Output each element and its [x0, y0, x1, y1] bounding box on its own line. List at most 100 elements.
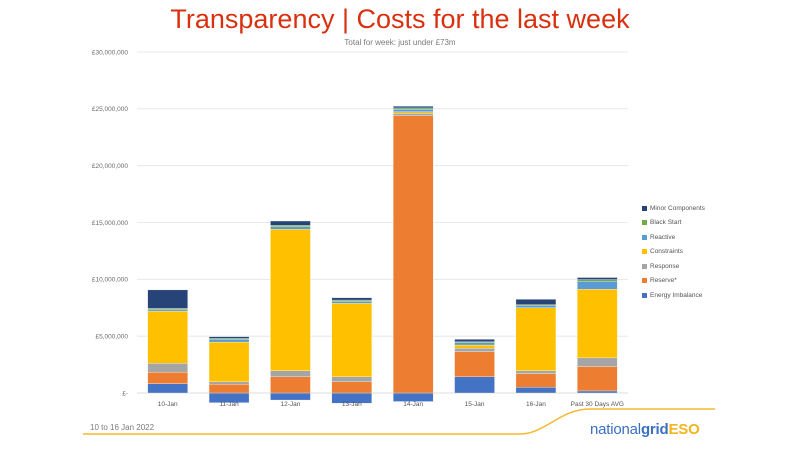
- footer-swoosh-line: [83, 408, 715, 435]
- bar-segment-black-start: [147, 308, 188, 310]
- y-tick-label: £25,000,000: [92, 106, 129, 113]
- legend-label: Constraints: [650, 248, 683, 256]
- date-range: 10 to 16 Jan 2022: [90, 423, 155, 432]
- y-tick-label: £-: [122, 390, 128, 397]
- legend-label: Black Start: [650, 219, 682, 227]
- y-tick-label: £5,000,000: [95, 333, 128, 340]
- logo-grid: grid: [640, 421, 669, 438]
- bar-segment-energy-imbalance: [147, 383, 188, 394]
- bar-segment-minor-components: [331, 297, 372, 301]
- y-tick-label: £15,000,000: [92, 220, 129, 227]
- legend-swatch: [642, 249, 647, 255]
- bar-segment-energy-imbalance: [454, 376, 495, 394]
- bar-segment-reactive: [208, 339, 250, 343]
- bar-segment-reactive: [577, 281, 618, 290]
- bar-segment-minor-components: [515, 299, 557, 305]
- y-tick-label: £10,000,000: [92, 277, 129, 284]
- bar-segment-response: [515, 370, 557, 374]
- bar-segment-reserve: [577, 366, 618, 392]
- x-tick-label: 10-Jan: [158, 401, 178, 408]
- x-tick-label: 13-Jan: [342, 401, 362, 408]
- y-tick-label: £20,000,000: [92, 163, 129, 170]
- bar-segment-black-start: [208, 338, 250, 340]
- legend-item: Minor Components: [642, 201, 705, 216]
- logo-eso: ESO: [668, 421, 700, 438]
- bar-segment-reactive: [393, 109, 434, 112]
- bar-segment-minor-components: [208, 336, 250, 339]
- legend-item: Response: [642, 259, 705, 274]
- bar-segment-response: [147, 363, 188, 373]
- bar-segment-reserve: [393, 115, 434, 394]
- bar-segment-constraints: [515, 307, 557, 371]
- bar-segment-constraints: [208, 341, 250, 382]
- bar-segment-reserve: [147, 372, 188, 384]
- x-axis-ticks: 10-Jan 11-Jan 12-Jan 13-Jan 14-Jan 15-Jan 16-J…: [158, 401, 624, 408]
- chart-title: Transparency | Costs for the last week: [170, 4, 630, 34]
- legend-item: Constraints: [642, 245, 705, 260]
- national-grid-eso-logo: nationalgridESO: [590, 421, 700, 438]
- bar-segment-reserve: [515, 373, 557, 388]
- x-tick-label: 14-Jan: [403, 401, 423, 408]
- bar-segment-response: [270, 370, 311, 377]
- chart-legend: Minor Components Black Start Reactive Const…: [642, 201, 705, 303]
- bar-segment-response: [331, 376, 372, 382]
- legend-swatch: [642, 220, 647, 226]
- legend-swatch: [642, 263, 647, 269]
- legend-swatch: [642, 292, 647, 298]
- x-tick-label: 12-Jan: [281, 401, 301, 408]
- bars: [147, 106, 618, 404]
- x-tick-label: 11-Jan: [219, 401, 239, 408]
- bar-segment-black-start: [393, 107, 434, 110]
- chart-subtitle: Total for week: just under £73m: [344, 38, 456, 47]
- bar-segment-black-start: [331, 299, 372, 302]
- bar-segment-minor-components: [454, 339, 495, 342]
- y-tick-label: £30,000,000: [92, 49, 129, 56]
- bar-segment-constraints: [577, 289, 618, 359]
- bar-segment-response: [393, 113, 434, 116]
- bar-segment-constraints: [270, 229, 311, 371]
- bar-segment-energy-imbalance: [577, 390, 618, 394]
- bar-segment-reserve: [331, 381, 372, 394]
- legend-swatch: [642, 234, 647, 240]
- legend-label: Minor Components: [650, 204, 705, 212]
- bar-segment-reactive: [147, 309, 188, 312]
- bar-segment-reserve: [208, 384, 250, 394]
- bar-segment-constraints: [454, 344, 495, 349]
- bar-segment-black-start: [577, 279, 618, 282]
- bar-segment-reactive: [515, 305, 557, 308]
- bar-segment-minor-components: [577, 277, 618, 280]
- bar-segment-minor-components: [147, 289, 188, 309]
- legend-item: Black Start: [642, 216, 705, 231]
- bar-segment-reactive: [454, 342, 495, 346]
- bar-segment-constraints: [331, 303, 372, 377]
- bar-segment-reserve: [454, 351, 495, 377]
- bar-segment-minor-components: [270, 220, 311, 226]
- legend-item: Reserve*: [642, 274, 705, 289]
- bar-segment-reactive: [331, 301, 372, 304]
- x-tick-label: 15-Jan: [465, 401, 485, 408]
- bar-segment-black-start: [270, 225, 311, 227]
- y-axis-ticks: £- £5,000,000 £10,000,000 £15,000,000 £20,00…: [92, 49, 129, 397]
- bar-segment-constraints: [393, 111, 434, 114]
- legend-item: Energy Imbalance: [642, 288, 705, 303]
- x-tick-label: 16-Jan: [526, 401, 546, 408]
- bar-segment-response: [454, 348, 495, 352]
- legend-label: Energy Imbalance: [650, 291, 703, 299]
- bar-segment-black-start: [515, 304, 557, 306]
- logo-national: national: [590, 421, 641, 438]
- x-tick-label: Past 30 Days AVG: [571, 401, 624, 408]
- legend-swatch: [642, 278, 647, 284]
- bar-segment-response: [577, 357, 618, 367]
- bar-segment-black-start: [454, 341, 495, 343]
- legend-item: Reactive: [642, 230, 705, 245]
- bar-segment-energy-imbalance: [515, 387, 557, 394]
- bar-segment-minor-components: [393, 106, 434, 109]
- bar-segment-reactive: [270, 226, 311, 230]
- legend-label: Reserve*: [650, 277, 677, 285]
- bar-segment-constraints: [147, 310, 188, 364]
- legend-swatch: [642, 205, 647, 211]
- legend-label: Response: [650, 262, 680, 270]
- bar-segment-reserve: [270, 376, 311, 394]
- legend-label: Reactive: [650, 233, 676, 241]
